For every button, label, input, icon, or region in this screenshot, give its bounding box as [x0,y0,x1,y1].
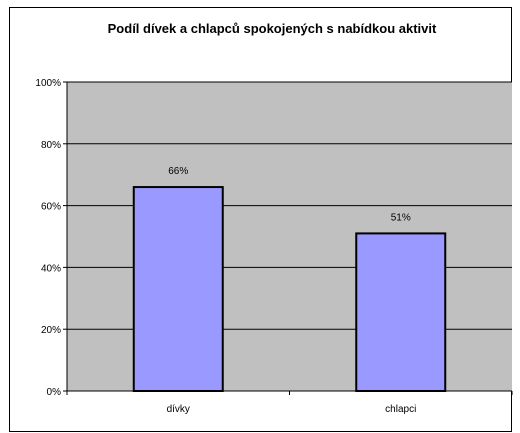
bar-1 [355,232,447,392]
x-tick-label-1: chlapci [385,404,416,415]
y-tick-label: 60% [41,202,61,213]
y-tick-label: 100% [35,78,61,89]
chart-title: Podíl dívek a chlapců spokojených s nabí… [108,21,437,36]
y-tick-label: 20% [41,325,61,336]
bar-0 [132,186,224,392]
y-tick-label: 0% [47,387,62,398]
y-tick-label: 80% [41,140,61,151]
y-tick-label: 40% [41,263,61,274]
data-label-1: 51% [391,212,411,223]
plot-area: 0% 20% 40% 60% 80% 100% 66% dívky 51% chlapci [35,78,513,415]
data-label-0: 66% [168,166,188,177]
x-tick-label-0: dívky [167,404,190,415]
